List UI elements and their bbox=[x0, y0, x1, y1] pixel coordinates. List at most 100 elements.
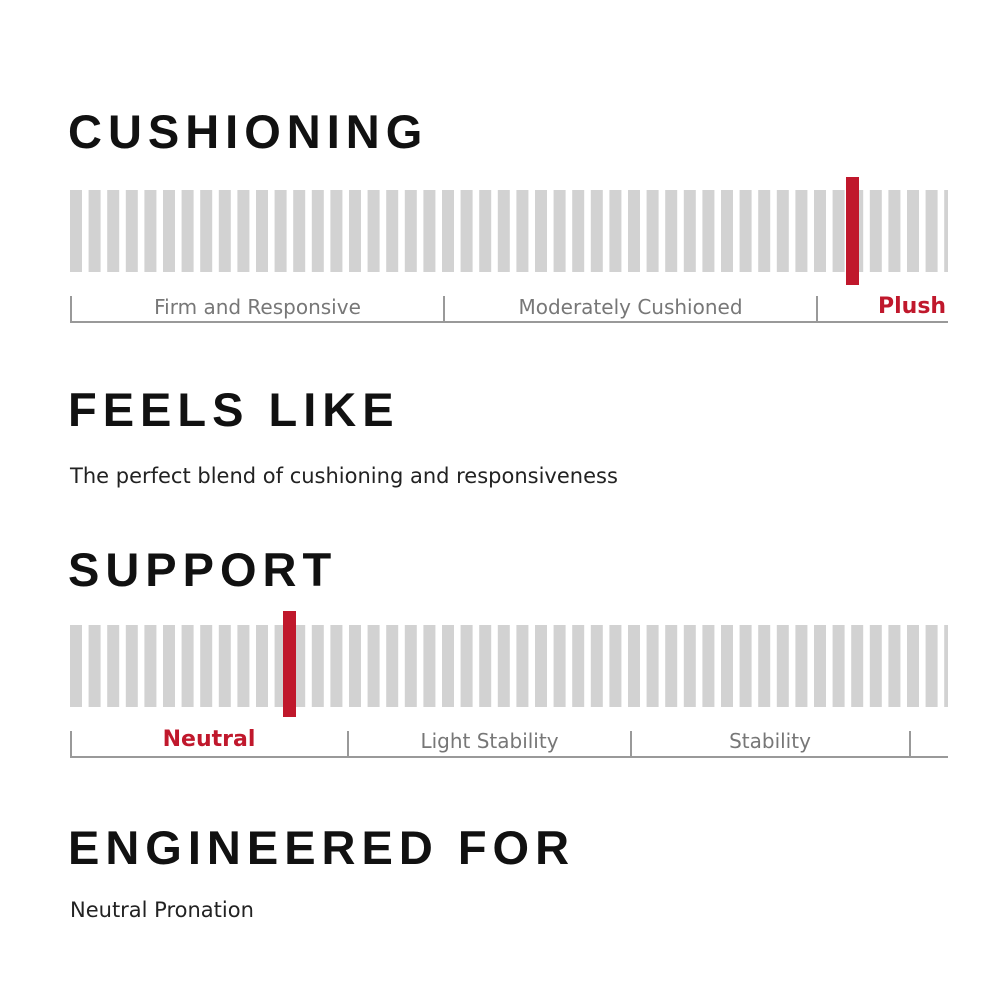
stripe bbox=[535, 625, 547, 707]
indicator bbox=[283, 611, 296, 717]
stripe bbox=[516, 190, 529, 272]
stripe bbox=[646, 190, 659, 272]
section-title: FEELS LIKE bbox=[68, 383, 400, 436]
stripe bbox=[944, 625, 948, 707]
stripe bbox=[404, 190, 417, 272]
stripe bbox=[107, 190, 120, 272]
stripe bbox=[683, 625, 696, 707]
stripe bbox=[925, 190, 938, 272]
stripe bbox=[311, 190, 324, 272]
stripe bbox=[367, 190, 380, 272]
stripe bbox=[572, 190, 585, 272]
stripe bbox=[628, 625, 640, 707]
meter-graphic bbox=[70, 177, 948, 323]
stripe bbox=[349, 625, 361, 707]
stripe bbox=[869, 625, 882, 707]
stripe bbox=[181, 190, 194, 272]
scale-label: Light Stability bbox=[420, 729, 559, 753]
stripe bbox=[163, 190, 175, 272]
stripe bbox=[795, 190, 808, 272]
scale-line bbox=[70, 296, 948, 323]
stripe bbox=[330, 190, 343, 272]
scale-label: Moderately Cushioned bbox=[518, 295, 743, 319]
scale-label-selected: Neutral bbox=[162, 727, 256, 752]
stripe bbox=[572, 625, 585, 707]
stripe bbox=[590, 190, 603, 272]
stripe bbox=[721, 190, 733, 272]
stripe bbox=[70, 625, 82, 707]
stripe bbox=[479, 625, 492, 707]
stripe bbox=[925, 625, 938, 707]
stripe bbox=[423, 625, 436, 707]
stripe bbox=[702, 190, 715, 272]
stripe bbox=[888, 625, 901, 707]
stripe bbox=[237, 190, 250, 272]
stripe bbox=[646, 625, 659, 707]
stripe bbox=[70, 190, 82, 272]
stripe bbox=[628, 190, 640, 272]
stripe bbox=[702, 625, 715, 707]
scale-line bbox=[70, 731, 948, 758]
description: Neutral Pronation bbox=[70, 898, 254, 922]
stripe bbox=[88, 625, 101, 707]
stripe bbox=[218, 625, 231, 707]
stripe bbox=[256, 190, 268, 272]
stripe bbox=[739, 625, 752, 707]
stripe bbox=[144, 190, 157, 272]
stripe bbox=[237, 625, 250, 707]
stripe bbox=[367, 625, 380, 707]
stripe bbox=[535, 190, 547, 272]
section-title: CUSHIONING bbox=[68, 105, 429, 158]
stripe bbox=[869, 190, 882, 272]
stripe bbox=[553, 190, 566, 272]
stripe bbox=[758, 625, 771, 707]
stripe bbox=[832, 625, 845, 707]
stripe bbox=[851, 625, 864, 707]
stripe bbox=[107, 625, 120, 707]
support-meter: Neutral Light Stability Stability bbox=[70, 610, 948, 760]
stripe bbox=[330, 625, 343, 707]
stripe bbox=[386, 625, 399, 707]
stripe bbox=[423, 190, 436, 272]
stripe bbox=[274, 190, 287, 272]
stripe bbox=[88, 190, 101, 272]
stripe bbox=[907, 625, 919, 707]
stripe bbox=[311, 625, 324, 707]
stripe bbox=[590, 625, 603, 707]
stripe bbox=[293, 625, 306, 707]
stripe bbox=[907, 190, 919, 272]
stripe bbox=[460, 625, 473, 707]
stripe bbox=[665, 190, 678, 272]
stripe bbox=[181, 625, 194, 707]
stripe bbox=[200, 190, 213, 272]
section-title: SUPPORT bbox=[68, 543, 338, 596]
stripe bbox=[665, 625, 678, 707]
stripe bbox=[218, 190, 231, 272]
stripe bbox=[776, 625, 789, 707]
stripe bbox=[758, 190, 771, 272]
scale-label: Firm and Responsive bbox=[154, 295, 361, 319]
scale-label: Stability bbox=[729, 729, 811, 753]
stripe bbox=[125, 190, 138, 272]
section-title: ENGINEERED FOR bbox=[68, 821, 576, 874]
stripe bbox=[795, 625, 808, 707]
stripe bbox=[888, 190, 901, 272]
description: The perfect blend of cushioning and resp… bbox=[70, 464, 618, 488]
stripe bbox=[814, 625, 826, 707]
stripe bbox=[404, 625, 417, 707]
stripe bbox=[386, 190, 399, 272]
stripe bbox=[776, 190, 789, 272]
stripe bbox=[814, 190, 826, 272]
stripe bbox=[200, 625, 213, 707]
stripe bbox=[721, 625, 733, 707]
stripe bbox=[442, 190, 454, 272]
stripe bbox=[683, 190, 696, 272]
stripe bbox=[944, 190, 948, 272]
meter-graphic bbox=[70, 611, 948, 758]
indicator bbox=[846, 177, 859, 285]
stripe bbox=[442, 625, 454, 707]
stripe bbox=[293, 190, 306, 272]
stripe bbox=[739, 190, 752, 272]
stripe bbox=[460, 190, 473, 272]
